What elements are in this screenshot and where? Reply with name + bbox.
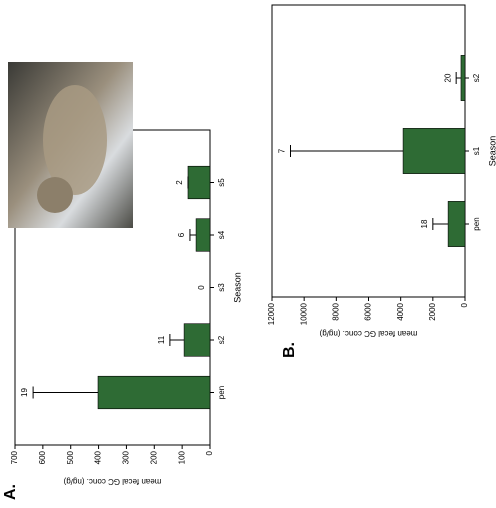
panel-label: A. — [2, 484, 19, 500]
sample-size: 0 — [197, 285, 206, 290]
bar — [448, 201, 465, 246]
y-tick-label: 6000 — [364, 302, 373, 320]
lynx-head — [37, 177, 73, 213]
y-tick-label: 10000 — [299, 302, 308, 325]
x-tick-label: s4 — [217, 230, 226, 239]
sample-size: 6 — [177, 232, 186, 237]
bar — [403, 128, 465, 173]
y-tick-label: 12000 — [267, 302, 276, 325]
x-tick-label: pen — [217, 386, 226, 399]
bar — [188, 166, 210, 199]
bar — [196, 219, 210, 252]
x-tick-label: s2 — [217, 335, 226, 344]
y-tick-label: 200 — [149, 450, 158, 464]
panel: 0 2000 4000 6000 8000 10000 12000 mean fecal GC… — [267, 5, 496, 338]
bar — [461, 55, 465, 100]
y-tick-label: 0 — [460, 302, 469, 307]
photo — [8, 62, 133, 228]
x-tick-label: s2 — [472, 73, 481, 82]
sample-size: 11 — [157, 335, 166, 344]
y-axis-title: mean fecal GC conc. (ng/g) — [319, 329, 417, 338]
sample-size: 18 — [420, 219, 429, 228]
x-tick-label: pen — [472, 217, 481, 230]
y-tick-label: 4000 — [396, 302, 405, 320]
sample-size: 19 — [20, 388, 29, 397]
x-tick-label: s3 — [217, 283, 226, 292]
y-tick-label: 8000 — [331, 302, 340, 320]
sample-size: 2 — [175, 180, 184, 185]
y-tick-label: 300 — [122, 450, 131, 464]
y-tick-label: 400 — [94, 450, 103, 464]
sample-size: 20 — [443, 73, 452, 82]
y-tick-label: 100 — [177, 450, 186, 464]
x-tick-label: s5 — [217, 178, 226, 187]
y-tick-label: 600 — [38, 450, 47, 464]
x-axis-title: Season — [232, 272, 242, 303]
bar — [184, 324, 210, 357]
x-axis-title: Season — [487, 136, 496, 167]
y-axis-title: mean fecal GC conc. (ng/g) — [63, 477, 161, 486]
y-tick-label: 2000 — [428, 302, 437, 320]
bar — [98, 376, 210, 409]
y-tick-label: 700 — [10, 450, 19, 464]
sample-size: 7 — [278, 148, 287, 153]
x-tick-label: s1 — [472, 146, 481, 155]
panel-label: B. — [281, 342, 298, 358]
y-tick-label: 0 — [205, 450, 214, 455]
figure: 0100200300400500600700mean fecal GC conc… — [0, 0, 496, 508]
y-tick-label: 500 — [66, 450, 75, 464]
